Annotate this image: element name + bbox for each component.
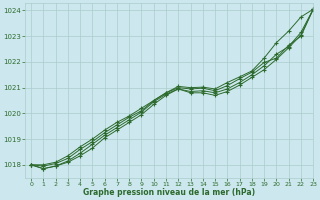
X-axis label: Graphe pression niveau de la mer (hPa): Graphe pression niveau de la mer (hPa)	[83, 188, 255, 197]
